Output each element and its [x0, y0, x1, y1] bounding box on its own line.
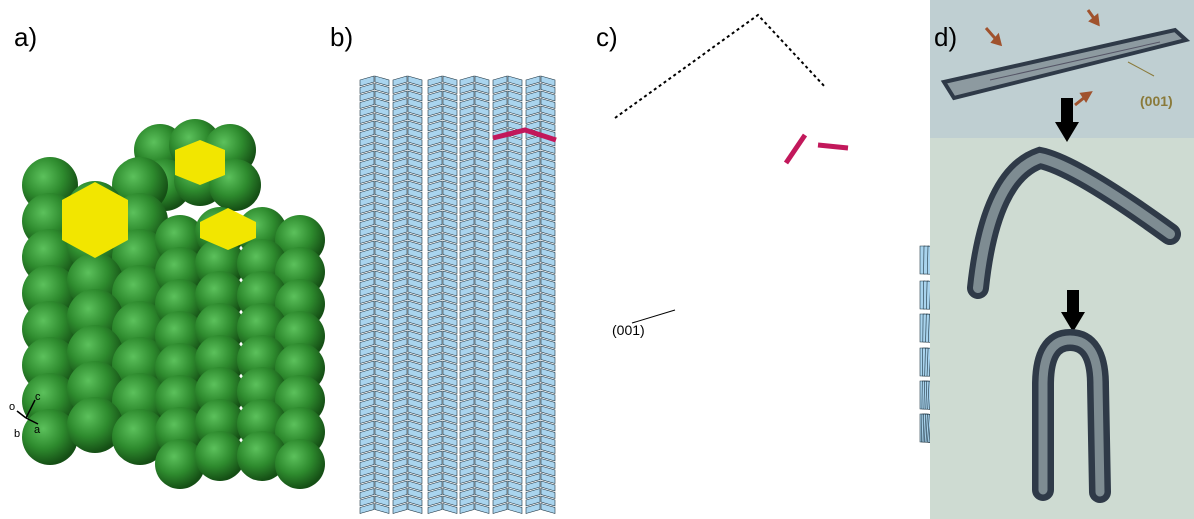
panel-d-label: d)	[934, 22, 958, 52]
panel-a-label: a)	[14, 22, 38, 52]
highlighted-molecule	[817, 142, 849, 151]
atom-sphere	[112, 409, 168, 465]
core-hexagon	[175, 140, 225, 185]
brown-arrow-icon	[984, 9, 1100, 107]
panel-c-label: c)	[596, 22, 618, 52]
layer-stack	[919, 245, 930, 275]
axis-b-label: b	[14, 428, 21, 440]
atom-sphere	[275, 439, 325, 489]
straight-layer-stacks	[359, 75, 557, 514]
atom-sphere	[67, 397, 123, 453]
plane-label-001: (001)	[612, 322, 645, 338]
crystal-axes-icon	[16, 399, 39, 425]
panel-c: c) (001)	[590, 0, 930, 519]
straight-crystal	[940, 27, 1191, 101]
core-hexagon	[62, 182, 128, 258]
down-arrow-icon	[1061, 290, 1085, 332]
layer-stack	[919, 280, 930, 310]
layer-stack	[492, 75, 523, 514]
layer-stack	[919, 380, 930, 410]
panel-a: a) o c b a	[0, 0, 330, 519]
plane-pointer-line-d	[1127, 61, 1155, 77]
sphere-packing-model	[16, 119, 325, 489]
panel-b-label: b)	[330, 22, 354, 52]
highlighted-molecule	[783, 133, 808, 165]
layer-stack	[359, 75, 390, 514]
atom-sphere	[155, 439, 205, 489]
atom-sphere	[195, 431, 245, 481]
layer-stack	[919, 313, 930, 343]
photo-bent-crystals	[930, 138, 1194, 519]
plane-label-001-photo: (001)	[1140, 93, 1173, 109]
layer-stack	[459, 75, 490, 514]
layer-stack	[919, 347, 930, 377]
down-arrow-icon	[1055, 98, 1079, 142]
core-hexagon	[200, 208, 256, 250]
bend-outline	[614, 13, 827, 119]
axis-c-label: c	[35, 391, 41, 403]
axis-o-label: o	[9, 401, 16, 413]
bent-layer-stacks	[614, 13, 930, 443]
axis-a-label: a	[34, 424, 41, 436]
layer-stack	[919, 413, 930, 443]
crystal-photos	[940, 9, 1191, 503]
right-column	[155, 207, 325, 489]
panel-d: d) (001)	[930, 0, 1194, 519]
highlighted-molecule	[492, 127, 557, 143]
layer-stack	[392, 75, 423, 514]
layer-stack	[525, 75, 556, 514]
back-column	[134, 119, 261, 211]
plane-pointer-line	[631, 309, 676, 324]
layer-stack	[427, 75, 458, 514]
atom-sphere	[237, 431, 287, 481]
front-column	[22, 157, 168, 465]
panel-b: b)	[330, 0, 590, 519]
